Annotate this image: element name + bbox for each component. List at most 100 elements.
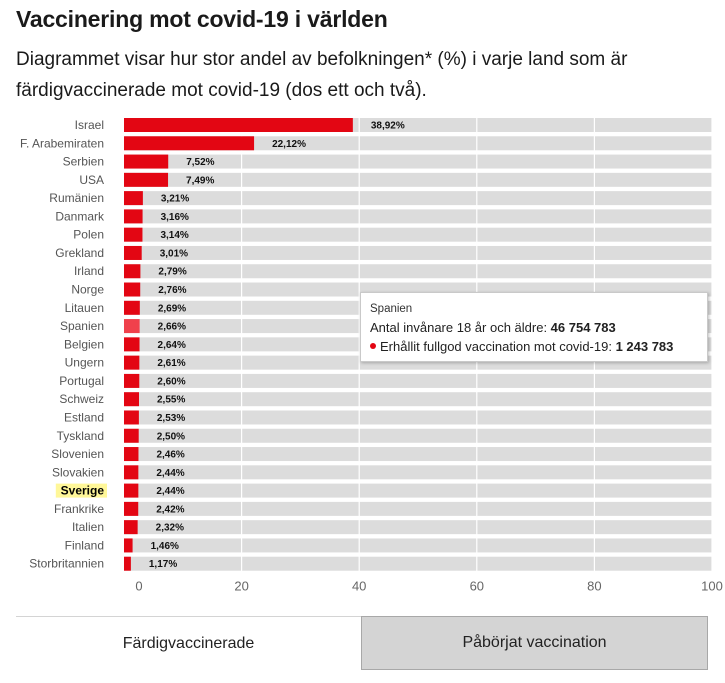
x-tick-label-40: 40 xyxy=(352,579,366,594)
bar-usa xyxy=(124,172,169,187)
bar-ungern xyxy=(124,355,140,370)
bar-estland xyxy=(124,410,139,425)
x-tick-label-60: 60 xyxy=(470,579,484,594)
category-label-polen: Polen xyxy=(73,228,104,242)
bar-storbritannien xyxy=(124,556,131,571)
bar-polen xyxy=(124,227,143,242)
bar-danmark xyxy=(124,209,143,224)
bar-italien xyxy=(124,520,138,535)
bar-track-sverige xyxy=(124,483,712,498)
tooltip-vaccinated-value: 1 243 783 xyxy=(615,339,674,354)
value-label-usa: 7,49% xyxy=(186,175,214,186)
value-label-italien: 2,32% xyxy=(156,523,184,534)
series-dot-icon xyxy=(370,343,376,349)
category-label-grekland: Grekland xyxy=(55,246,104,260)
category-label-slovenien: Slovenien xyxy=(51,447,104,461)
category-label-spanien: Spanien xyxy=(60,319,104,333)
tooltip-country: Spanien xyxy=(370,303,413,315)
bar-sverige xyxy=(124,483,139,498)
bar-frankrike xyxy=(124,501,139,516)
bar-tracks xyxy=(124,118,712,571)
bar-slovenien xyxy=(124,447,139,462)
toggle-paborjat-vaccination-button[interactable]: Påbörjat vaccination xyxy=(361,616,708,670)
bar-israel xyxy=(124,118,353,132)
bar-track-storbritannien xyxy=(124,556,712,571)
bar-track-danmark xyxy=(124,209,712,224)
bar-norge xyxy=(124,282,141,297)
bar-track-slovakien xyxy=(124,465,712,480)
bars xyxy=(124,118,353,571)
category-label-slovakien: Slovakien xyxy=(52,465,104,479)
bar-slovakien xyxy=(124,465,139,480)
value-label-serbien: 7,52% xyxy=(186,157,214,168)
x-tick-label-0: 0 xyxy=(135,579,142,594)
value-label-f-arabemiraten: 22,12% xyxy=(272,139,306,150)
value-label-norge: 2,76% xyxy=(158,285,186,296)
bar-tyskland xyxy=(124,428,139,443)
category-label-serbien: Serbien xyxy=(63,155,104,169)
chart-subtitle: Diagrammet visar hur stor andel av befol… xyxy=(16,49,628,101)
bar-f-arabemiraten xyxy=(124,136,255,151)
x-axis-ticks: 0 20 40 60 80 100 xyxy=(135,579,722,594)
value-label-polen: 3,14% xyxy=(160,230,188,241)
category-label-storbritannien: Storbritannien xyxy=(29,557,104,571)
bar-track-italien xyxy=(124,520,712,535)
bar-track-schweiz xyxy=(124,392,712,407)
category-label-schweiz: Schweiz xyxy=(59,392,104,406)
bar-rumänien xyxy=(124,191,143,206)
value-label-sverige: 2,44% xyxy=(156,486,184,497)
category-label-usa: USA xyxy=(79,173,104,187)
category-label-rumänien: Rumänien xyxy=(49,191,104,205)
value-label-ungern: 2,61% xyxy=(157,358,185,369)
category-label-ungern: Ungern xyxy=(65,356,104,370)
value-label-estland: 2,53% xyxy=(157,413,185,424)
category-label-italien: Italien xyxy=(72,520,104,534)
category-label-norge: Norge xyxy=(71,283,104,297)
category-label-litauen: Litauen xyxy=(65,301,104,315)
value-label-danmark: 3,16% xyxy=(161,212,189,223)
category-label-frankrike: Frankrike xyxy=(54,502,104,516)
category-label-irland: Irland xyxy=(74,264,104,278)
category-label-belgien: Belgien xyxy=(64,337,104,351)
category-label-danmark: Danmark xyxy=(55,209,105,223)
bar-track-frankrike xyxy=(124,501,712,516)
bar-schweiz xyxy=(124,392,139,407)
bar-belgien xyxy=(124,337,140,352)
chart-title: Vaccinering mot covid-19 i världen xyxy=(16,6,388,32)
category-labels: Israel F. Arabemiraten Serbien USA Rumänien D… xyxy=(20,118,107,571)
bar-grekland xyxy=(124,245,142,260)
value-label-irland: 2,79% xyxy=(158,267,186,278)
value-label-rumänien: 3,21% xyxy=(161,194,189,205)
x-tick-label-20: 20 xyxy=(234,579,248,594)
bar-track-usa xyxy=(124,172,712,187)
value-label-portugal: 2,60% xyxy=(157,376,185,387)
value-label-tyskland: 2,50% xyxy=(157,431,185,442)
bar-track-estland xyxy=(124,410,712,425)
value-label-litauen: 2,69% xyxy=(158,303,186,314)
value-label-frankrike: 2,42% xyxy=(156,504,184,515)
value-label-spanien: 2,66% xyxy=(158,322,186,333)
bar-track-tyskland xyxy=(124,428,712,443)
toggle-fardigvaccinerade-button[interactable]: Färdigvaccinerade xyxy=(16,616,361,670)
value-labels: 38,92% 22,12% 7,52% 7,49% 3,21% 3,16% 3,14% 3,0… xyxy=(149,121,405,571)
bar-track-slovenien xyxy=(124,447,712,462)
bar-chart: Israel F. Arabemiraten Serbien USA Rumänien D… xyxy=(20,116,723,594)
x-tick-label-100: 100 xyxy=(701,579,723,594)
category-label-portugal: Portugal xyxy=(59,374,104,388)
tooltip-population-value: 46 754 783 xyxy=(550,320,616,335)
category-label-tyskland: Tyskland xyxy=(57,429,104,443)
highlight-label-bg xyxy=(55,483,107,498)
bar-track-polen xyxy=(124,227,712,242)
bar-track-irland xyxy=(124,264,712,279)
category-label-finland: Finland xyxy=(65,538,104,552)
tooltip-spanien: Spanien Antal invånare 18 år och äldre: … xyxy=(360,292,708,362)
bar-spanien xyxy=(124,319,140,334)
bar-finland xyxy=(124,538,133,553)
category-label-sverige: Sverige xyxy=(61,484,105,498)
tooltip-population-label: Antal invånare 18 år och äldre: xyxy=(370,320,551,335)
bar-serbien xyxy=(124,154,169,169)
value-label-slovakien: 2,44% xyxy=(156,468,184,479)
bar-litauen xyxy=(124,300,140,315)
value-label-storbritannien: 1,17% xyxy=(149,559,177,570)
bar-track-f-arabemiraten xyxy=(124,136,712,151)
